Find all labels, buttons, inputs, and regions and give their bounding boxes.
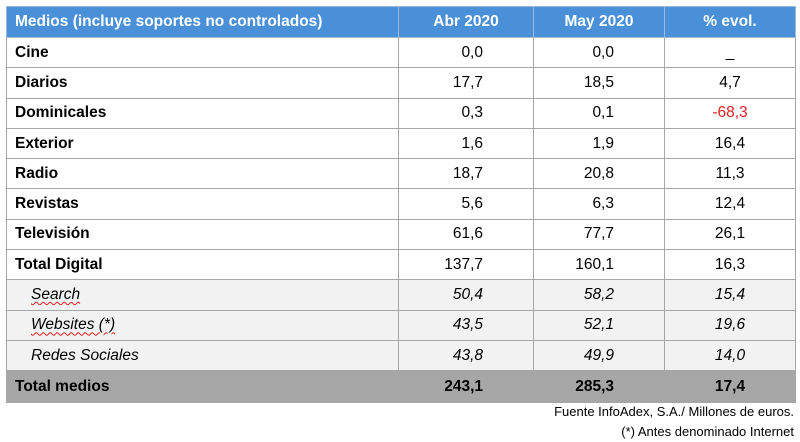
cell-may: 52,1 — [533, 309, 665, 341]
row-label: Revistas — [6, 188, 399, 220]
cell-abr: 5,6 — [398, 188, 534, 220]
source-note: Fuente InfoAdex, S.A./ Millones de euros… — [554, 404, 794, 419]
table-row-revistas: Revistas 5,6 6,3 12,4 — [6, 188, 796, 220]
table-row-exterior: Exterior 1,6 1,9 16,4 — [6, 127, 796, 160]
table-row-cine: Cine 0,0 0,0 _ — [6, 36, 796, 69]
header-evol: % evol. — [664, 6, 796, 38]
table-row-dominicales: Dominicales 0,3 0,1 -68,3 — [6, 97, 796, 129]
cell-abr: 43,8 — [398, 339, 534, 372]
row-label: Total Digital — [6, 249, 399, 281]
row-label: Dominicales — [6, 97, 399, 129]
row-label: Televisión — [6, 218, 399, 251]
cell-evol: 26,1 — [664, 218, 796, 251]
row-label: Diarios — [6, 67, 399, 99]
media-investment-table: Medios (incluye soportes no controlados)… — [6, 6, 796, 404]
cell-may: 0,0 — [533, 36, 665, 69]
cell-evol: 14,0 — [664, 339, 796, 372]
cell-abr: 50,4 — [398, 279, 534, 311]
cell-may: 6,3 — [533, 188, 665, 220]
cell-evol: 16,4 — [664, 127, 796, 160]
cell-evol-negative: -68,3 — [664, 97, 796, 129]
cell-may: 49,9 — [533, 339, 665, 372]
row-label-text: Search — [31, 286, 81, 304]
row-label: Cine — [6, 36, 399, 69]
table-row-radio: Radio 18,7 20,8 11,3 — [6, 158, 796, 190]
cell-may: 18,5 — [533, 67, 665, 99]
table-row-diarios: Diarios 17,7 18,5 4,7 — [6, 67, 796, 99]
cell-may: 0,1 — [533, 97, 665, 129]
header-medios: Medios (incluye soportes no controlados) — [6, 6, 399, 38]
row-label: Websites (*) — [6, 309, 399, 341]
cell-abr: 0,3 — [398, 97, 534, 129]
cell-abr: 61,6 — [398, 218, 534, 251]
cell-abr: 43,5 — [398, 309, 534, 341]
cell-evol: _ — [664, 36, 796, 69]
cell-evol: 19,6 — [664, 309, 796, 341]
footnote: (*) Antes denominado Internet — [621, 424, 794, 439]
header-may-2020: May 2020 — [533, 6, 665, 38]
cell-abr: 1,6 — [398, 127, 534, 160]
cell-abr: 0,0 — [398, 36, 534, 69]
cell-abr: 243,1 — [398, 370, 534, 404]
cell-evol: 4,7 — [664, 67, 796, 99]
cell-may: 160,1 — [533, 249, 665, 281]
cell-may: 1,9 — [533, 127, 665, 160]
cell-abr: 137,7 — [398, 249, 534, 281]
cell-evol: 15,4 — [664, 279, 796, 311]
row-label: Redes Sociales — [6, 339, 399, 372]
row-label: Total medios — [6, 370, 399, 404]
table-row-total-medios: Total medios 243,1 285,3 17,4 — [6, 370, 796, 404]
cell-abr: 17,7 — [398, 67, 534, 99]
row-label: Search — [6, 279, 399, 311]
table-row-total-digital: Total Digital 137,7 160,1 16,3 — [6, 249, 796, 281]
row-label: Exterior — [6, 127, 399, 160]
table-header-row: Medios (incluye soportes no controlados)… — [6, 6, 796, 38]
cell-abr: 18,7 — [398, 158, 534, 190]
cell-evol: 12,4 — [664, 188, 796, 220]
table-row-websites: Websites (*) 43,5 52,1 19,6 — [6, 309, 796, 341]
cell-evol: 17,4 — [664, 370, 796, 404]
cell-may: 20,8 — [533, 158, 665, 190]
table-row-redes-sociales: Redes Sociales 43,8 49,9 14,0 — [6, 339, 796, 372]
table-row-search: Search 50,4 58,2 15,4 — [6, 279, 796, 311]
cell-may: 285,3 — [533, 370, 665, 404]
table-row-television: Televisión 61,6 77,7 26,1 — [6, 218, 796, 251]
row-label-text: Websites (*) — [31, 316, 116, 334]
cell-may: 77,7 — [533, 218, 665, 251]
cell-evol: 16,3 — [664, 249, 796, 281]
cell-may: 58,2 — [533, 279, 665, 311]
cell-evol: 11,3 — [664, 158, 796, 190]
header-abr-2020: Abr 2020 — [398, 6, 534, 38]
row-label: Radio — [6, 158, 399, 190]
